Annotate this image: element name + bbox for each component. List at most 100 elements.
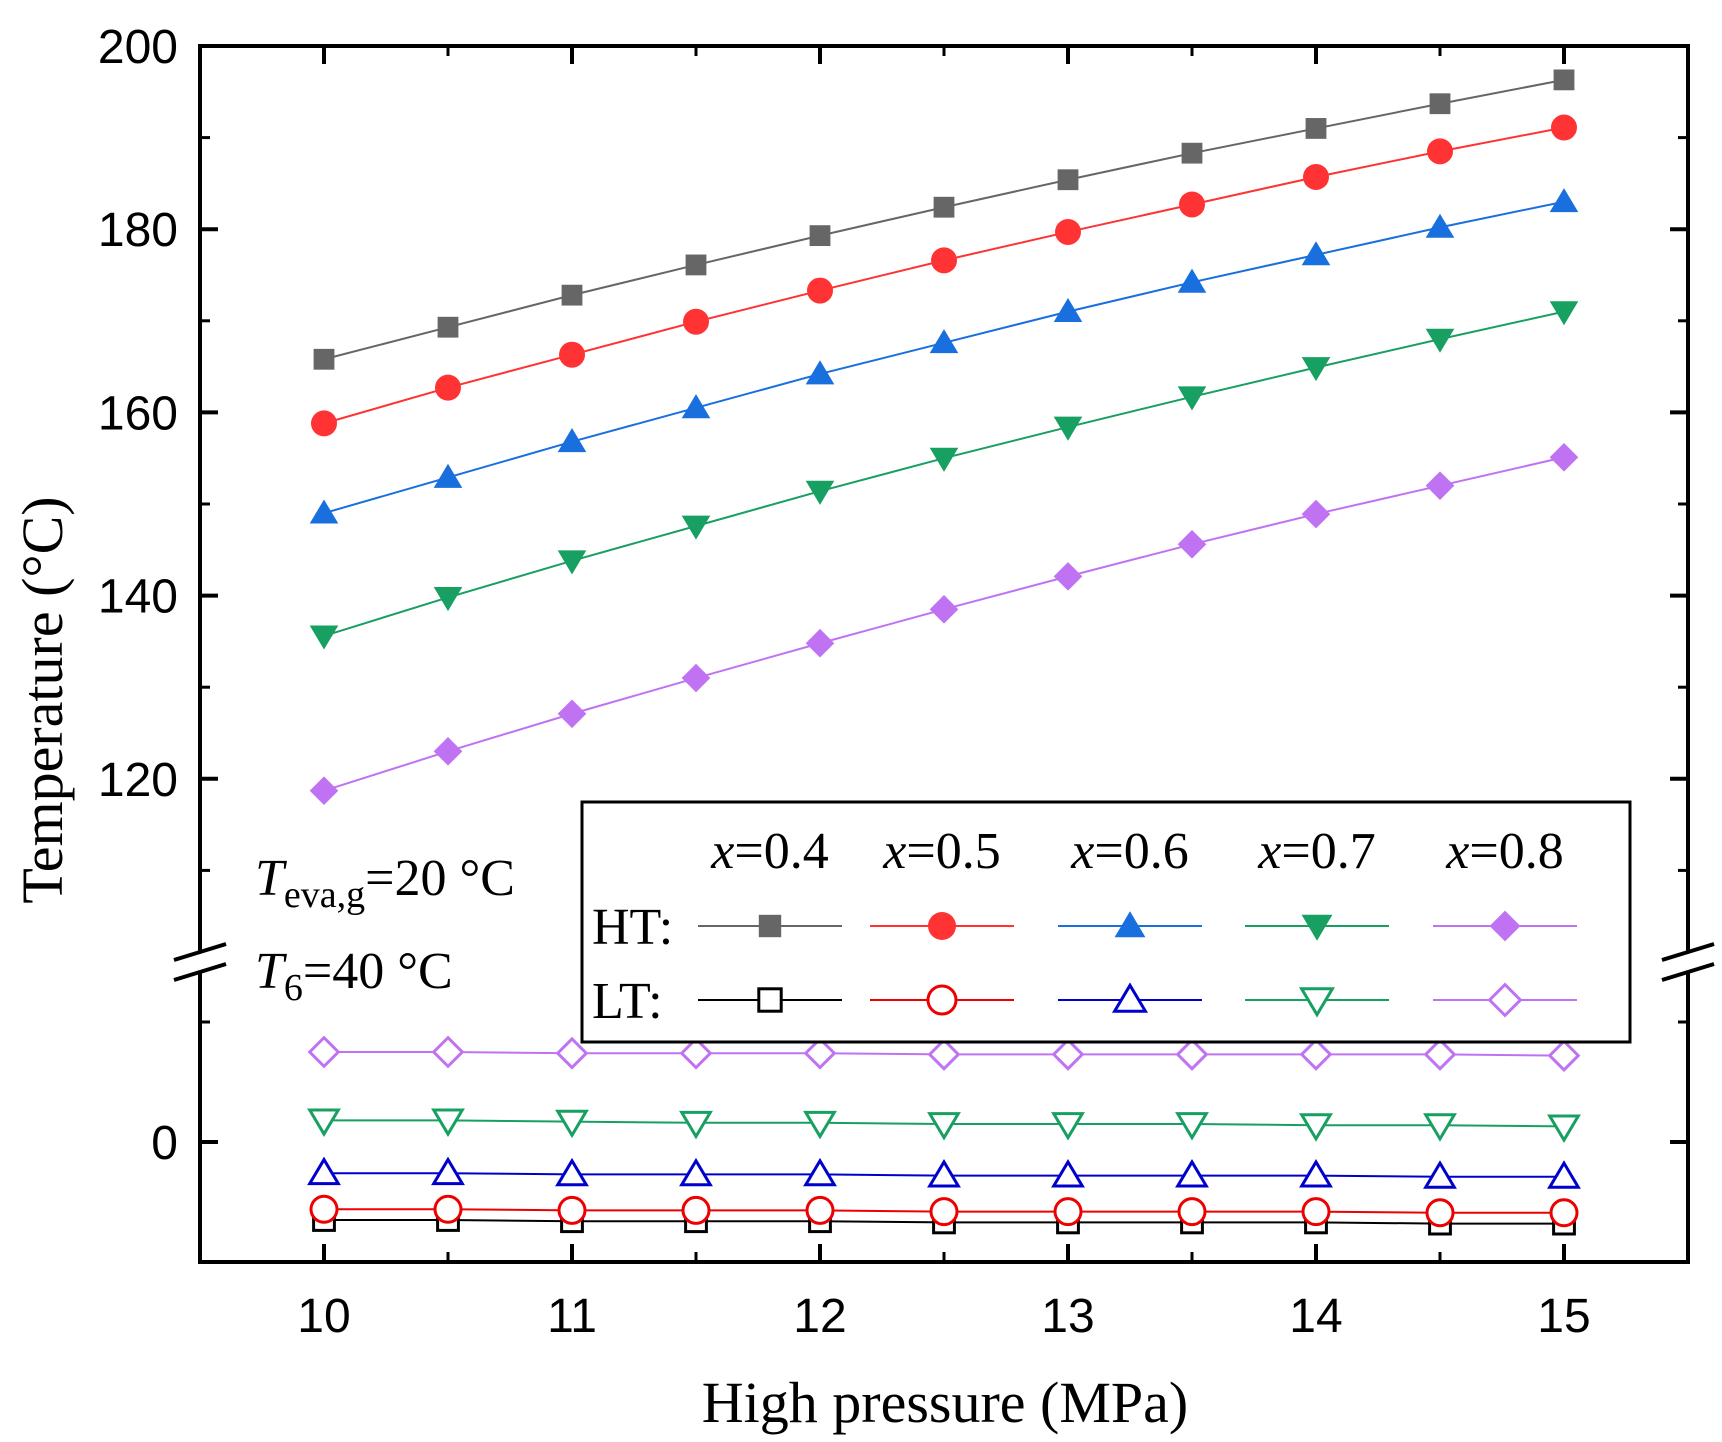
data-point [433, 463, 463, 488]
data-point [555, 1157, 589, 1187]
annotation-evap-sub: eva,g [284, 874, 365, 916]
series-ht-0-4 [313, 69, 1575, 370]
annotation-evap-rest: =20 °C [365, 850, 515, 907]
y-tick-label: 200 [98, 21, 178, 74]
data-point [309, 776, 339, 806]
axis-break-slash-left [173, 962, 227, 982]
data-point [1051, 1037, 1085, 1071]
data-point [555, 1036, 589, 1070]
data-point [559, 341, 585, 368]
data-point [309, 1194, 339, 1224]
x-tick-label: 14 [1289, 1290, 1342, 1343]
data-point [927, 1112, 961, 1141]
data-point [681, 1195, 711, 1225]
y-tick-label: 0 [151, 1117, 178, 1170]
data-point [1551, 114, 1577, 141]
legend-entry-lt-0-4 [698, 987, 842, 1013]
legend-marker [926, 984, 958, 1016]
data-point [1175, 1112, 1209, 1141]
y-tick-label: 120 [98, 754, 178, 807]
data-point [1299, 1037, 1333, 1071]
data-point [1423, 1113, 1457, 1142]
data-point [1547, 1114, 1581, 1143]
data-point [433, 587, 463, 612]
data-point [1429, 93, 1451, 115]
data-point [679, 1157, 713, 1187]
legend-column-header: x=0.5 [882, 823, 1000, 880]
data-point [927, 1037, 961, 1071]
y-tick-label: 140 [98, 571, 178, 624]
legend-marker [758, 914, 782, 938]
data-point [309, 625, 339, 650]
legend-box [580, 800, 1632, 1044]
legend-entry-lt-0-7 [1245, 987, 1389, 1018]
data-point [805, 1195, 835, 1225]
legend-entry-lt-0-5 [870, 984, 1014, 1016]
legend-entry-ht-0-6 [1058, 911, 1202, 938]
data-point [929, 1197, 959, 1227]
data-point [1547, 1160, 1581, 1189]
data-point [679, 1036, 713, 1070]
data-point [1299, 1159, 1333, 1188]
data-point [313, 348, 335, 370]
data-point [1425, 1198, 1455, 1228]
data-point [681, 515, 711, 540]
legend: x=0.4 x=0.5 x=0.6 x=0.7 x=0.8 HT: LT: [580, 800, 1632, 1044]
data-point [557, 699, 587, 729]
data-point [805, 628, 835, 658]
axis-break-gap-left [192, 953, 208, 971]
data-point [1305, 118, 1327, 139]
legend-marker [1489, 910, 1521, 942]
data-point [431, 1108, 465, 1137]
data-point [803, 1110, 837, 1140]
legend-column-header: x=0.6 [1070, 823, 1188, 880]
plot-frame [198, 44, 1690, 1264]
data-point [433, 737, 463, 766]
x-tick-label: 12 [793, 1290, 846, 1343]
data-point [1301, 499, 1331, 529]
data-point [307, 1035, 341, 1069]
data-point [803, 1036, 837, 1070]
series-line [323, 310, 1565, 637]
x-axis-title: High pressure (MPa) [702, 1370, 1188, 1435]
legend-row-label: LT: [592, 973, 663, 1030]
series-line [323, 456, 1565, 792]
data-point [679, 1110, 713, 1140]
data-point [1053, 562, 1083, 591]
data-point [1053, 297, 1083, 323]
data-point [1303, 163, 1329, 190]
legend-entry-lt-0-6 [1058, 982, 1202, 1013]
axis-break-slash-right [1661, 942, 1715, 962]
annotation-evap-var: T [255, 850, 287, 907]
data-point [927, 1159, 961, 1188]
data-point [1177, 386, 1207, 411]
legend-marker [1487, 982, 1523, 1018]
data-point [1057, 169, 1079, 191]
annotation-t6-var: T [255, 943, 287, 1000]
data-point [1175, 1037, 1209, 1071]
data-point [931, 247, 957, 274]
legend-marker [1114, 911, 1146, 938]
series-lt-0-7 [307, 1108, 1581, 1143]
x-tick-label: 13 [1041, 1290, 1094, 1343]
legend-column-header: x=0.7 [1257, 823, 1375, 880]
axis-break-slash-right [1661, 962, 1715, 982]
data-point [1301, 241, 1331, 266]
series-line [323, 126, 1565, 425]
data-point [1425, 213, 1455, 238]
legend-column-header: x=0.4 [710, 823, 828, 880]
series-layer [307, 69, 1581, 1236]
data-point [557, 550, 587, 575]
data-point [309, 499, 339, 524]
data-point [435, 374, 461, 401]
data-point [1181, 142, 1203, 164]
axis-break-slash-left [173, 942, 227, 962]
x-tick-label: 15 [1537, 1290, 1590, 1343]
series-line [323, 78, 1565, 361]
data-point [1553, 69, 1575, 91]
series-ht-0-5 [311, 114, 1577, 437]
legend-entry-ht-0-5 [870, 912, 1014, 940]
data-point [1051, 1112, 1085, 1141]
data-point [805, 480, 835, 505]
data-point [1053, 1197, 1083, 1227]
